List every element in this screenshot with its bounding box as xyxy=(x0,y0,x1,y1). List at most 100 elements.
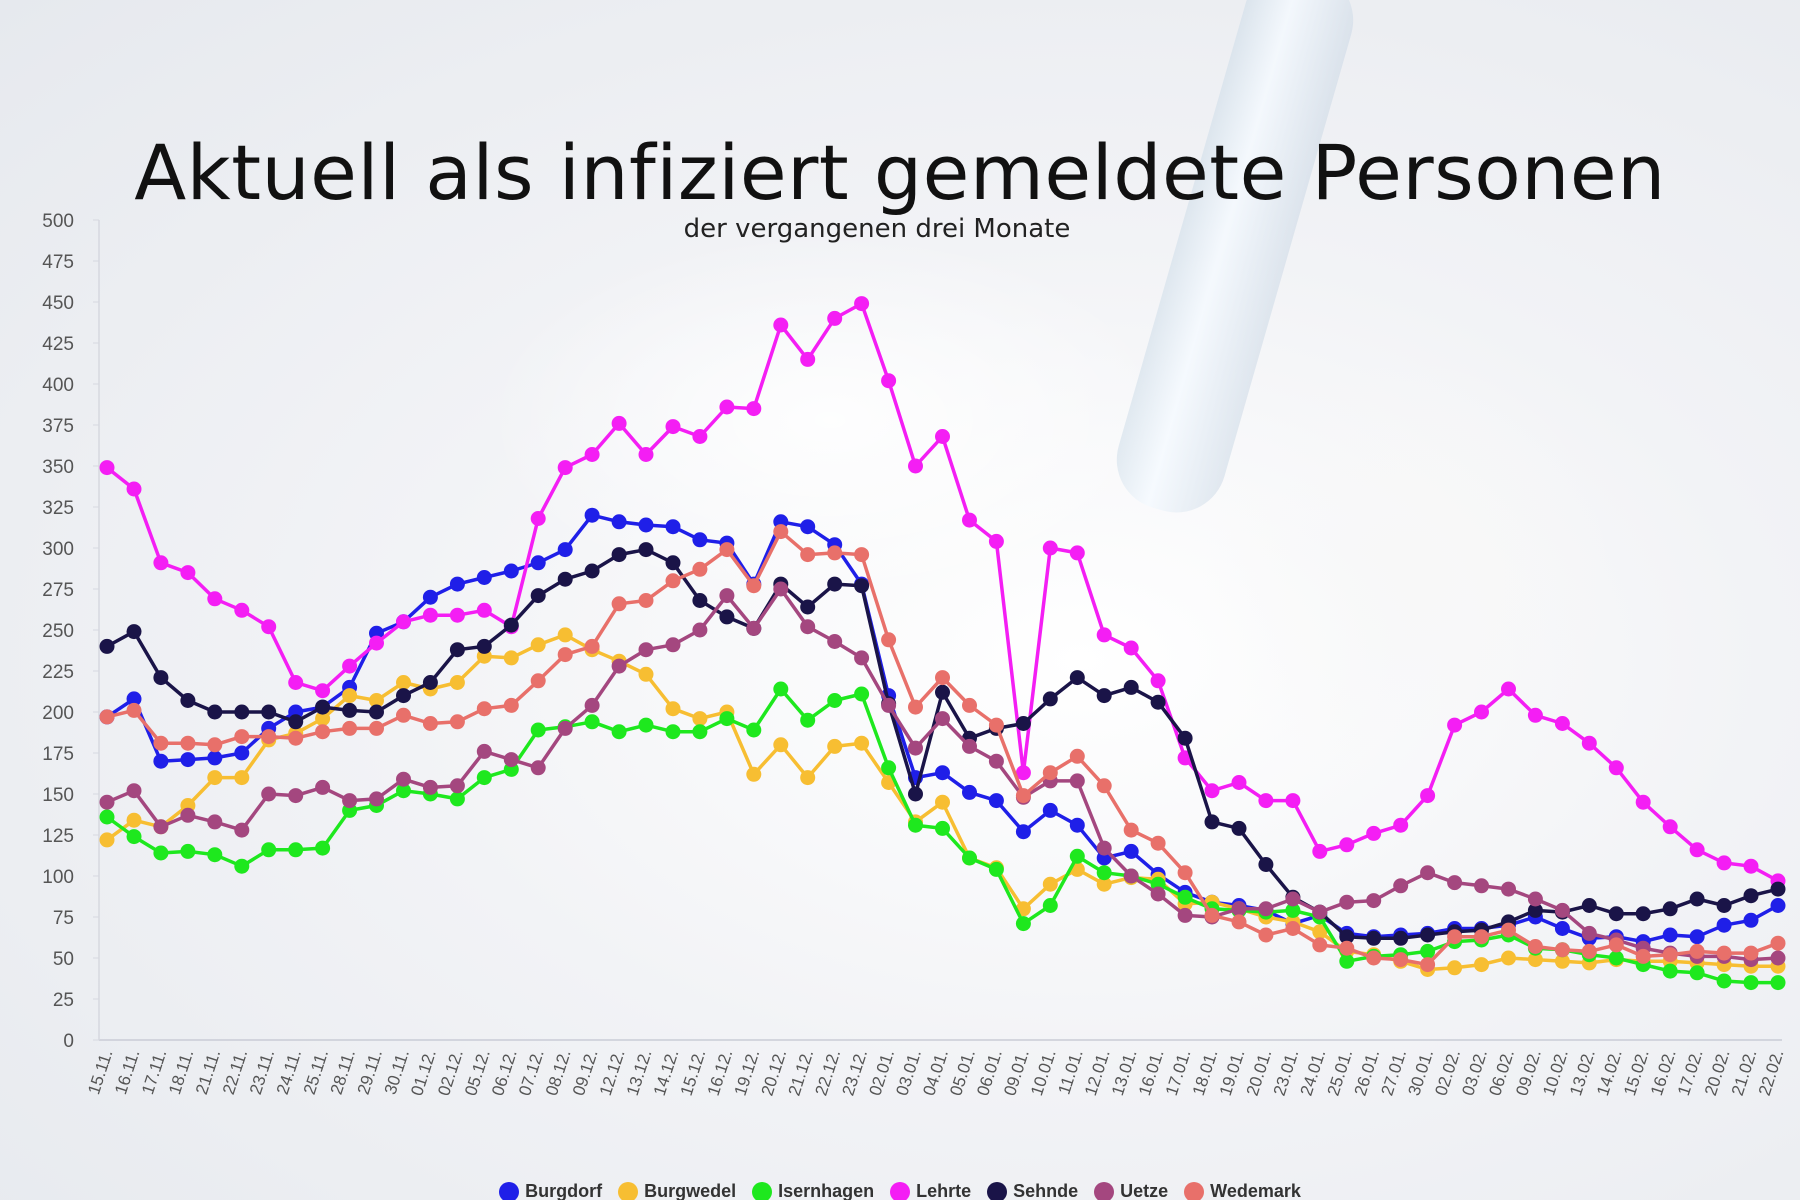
data-point-isernhagen[interactable] xyxy=(881,760,897,776)
data-point-isernhagen[interactable] xyxy=(854,686,870,702)
data-point-sehnde[interactable] xyxy=(1150,694,1166,710)
data-point-wedemark[interactable] xyxy=(1447,929,1463,945)
data-point-lehrte[interactable] xyxy=(1420,788,1436,804)
data-point-sehnde[interactable] xyxy=(935,684,950,700)
data-point-isernhagen[interactable] xyxy=(530,722,546,738)
data-point-sehnde[interactable] xyxy=(1420,927,1436,943)
data-point-isernhagen[interactable] xyxy=(261,842,277,858)
data-point-wedemark[interactable] xyxy=(1743,945,1759,961)
data-point-isernhagen[interactable] xyxy=(1743,975,1759,991)
data-point-lehrte[interactable] xyxy=(1474,704,1489,720)
data-point-burgwedel[interactable] xyxy=(207,770,223,786)
data-point-sehnde[interactable] xyxy=(611,547,627,563)
data-point-lehrte[interactable] xyxy=(773,317,789,333)
data-point-lehrte[interactable] xyxy=(1096,627,1112,643)
data-point-burgdorf[interactable] xyxy=(530,555,546,571)
data-point-burgwedel[interactable] xyxy=(530,637,546,653)
data-point-burgwedel[interactable] xyxy=(99,832,115,848)
data-point-sehnde[interactable] xyxy=(665,555,681,571)
data-point-uetze[interactable] xyxy=(530,760,546,776)
data-point-lehrte[interactable] xyxy=(1716,855,1732,871)
data-point-isernhagen[interactable] xyxy=(584,714,600,730)
data-point-wedemark[interactable] xyxy=(1608,937,1624,953)
data-point-lehrte[interactable] xyxy=(854,296,870,312)
data-point-wedemark[interactable] xyxy=(1474,929,1489,945)
data-point-uetze[interactable] xyxy=(773,581,789,597)
data-point-burgdorf[interactable] xyxy=(1554,921,1570,936)
data-point-uetze[interactable] xyxy=(476,743,492,759)
data-point-isernhagen[interactable] xyxy=(800,712,816,728)
data-point-isernhagen[interactable] xyxy=(315,840,331,856)
data-point-lehrte[interactable] xyxy=(476,602,492,618)
data-point-sehnde[interactable] xyxy=(1716,898,1732,913)
data-point-sehnde[interactable] xyxy=(1069,670,1085,686)
data-point-uetze[interactable] xyxy=(503,752,519,768)
data-point-uetze[interactable] xyxy=(1420,865,1436,881)
data-point-isernhagen[interactable] xyxy=(126,829,142,845)
data-point-lehrte[interactable] xyxy=(180,565,196,581)
data-point-isernhagen[interactable] xyxy=(1096,865,1112,881)
data-point-sehnde[interactable] xyxy=(234,704,250,720)
data-point-lehrte[interactable] xyxy=(1554,716,1570,731)
data-point-wedemark[interactable] xyxy=(99,709,115,725)
data-point-sehnde[interactable] xyxy=(1015,716,1031,731)
data-point-lehrte[interactable] xyxy=(1527,707,1543,723)
data-point-isernhagen[interactable] xyxy=(611,724,627,740)
data-point-burgwedel[interactable] xyxy=(1474,957,1489,973)
data-point-wedemark[interactable] xyxy=(1393,952,1409,968)
data-point-isernhagen[interactable] xyxy=(1069,848,1085,864)
data-point-isernhagen[interactable] xyxy=(207,847,223,863)
data-point-isernhagen[interactable] xyxy=(1420,943,1436,959)
data-point-burgdorf[interactable] xyxy=(962,784,977,800)
data-point-sehnde[interactable] xyxy=(557,571,573,587)
data-point-uetze[interactable] xyxy=(827,634,843,649)
data-point-sehnde[interactable] xyxy=(692,593,708,608)
data-point-wedemark[interactable] xyxy=(1689,943,1705,959)
data-point-wedemark[interactable] xyxy=(692,561,708,577)
data-point-sehnde[interactable] xyxy=(1393,930,1409,946)
data-point-sehnde[interactable] xyxy=(342,702,358,718)
data-point-lehrte[interactable] xyxy=(396,614,411,630)
data-point-burgwedel[interactable] xyxy=(1312,924,1328,940)
data-point-uetze[interactable] xyxy=(1177,907,1193,923)
data-point-wedemark[interactable] xyxy=(962,697,977,713)
data-point-wedemark[interactable] xyxy=(1150,835,1166,851)
data-point-wedemark[interactable] xyxy=(422,716,438,731)
data-point-sehnde[interactable] xyxy=(1770,881,1786,897)
data-point-sehnde[interactable] xyxy=(1743,888,1759,904)
data-point-isernhagen[interactable] xyxy=(396,783,411,799)
data-point-isernhagen[interactable] xyxy=(1662,963,1678,979)
data-point-lehrte[interactable] xyxy=(1689,842,1705,858)
data-point-lehrte[interactable] xyxy=(692,429,708,444)
data-point-lehrte[interactable] xyxy=(1743,858,1759,874)
data-point-wedemark[interactable] xyxy=(881,632,897,648)
data-point-uetze[interactable] xyxy=(126,783,142,799)
data-point-lehrte[interactable] xyxy=(1285,793,1301,809)
data-point-wedemark[interactable] xyxy=(1123,822,1139,838)
data-point-uetze[interactable] xyxy=(1231,901,1247,917)
data-point-isernhagen[interactable] xyxy=(1770,975,1786,991)
data-point-wedemark[interactable] xyxy=(611,596,627,612)
data-point-uetze[interactable] xyxy=(342,793,358,809)
data-point-burgwedel[interactable] xyxy=(369,693,384,708)
legend-item-burgwedel[interactable]: Burgwedel xyxy=(618,1181,736,1200)
data-point-uetze[interactable] xyxy=(584,697,600,713)
data-point-burgwedel[interactable] xyxy=(503,650,519,666)
data-point-wedemark[interactable] xyxy=(1177,865,1193,881)
data-point-uetze[interactable] xyxy=(1447,875,1463,891)
data-point-sehnde[interactable] xyxy=(638,542,654,558)
data-point-sehnde[interactable] xyxy=(503,617,519,633)
data-point-burgwedel[interactable] xyxy=(827,738,843,754)
data-point-uetze[interactable] xyxy=(288,788,304,804)
data-point-wedemark[interactable] xyxy=(234,729,250,745)
data-point-sehnde[interactable] xyxy=(800,599,816,615)
data-point-burgwedel[interactable] xyxy=(746,766,762,782)
data-point-sehnde[interactable] xyxy=(422,675,438,690)
data-point-burgdorf[interactable] xyxy=(422,589,438,605)
data-point-isernhagen[interactable] xyxy=(665,724,681,740)
data-point-lehrte[interactable] xyxy=(665,419,681,435)
data-point-wedemark[interactable] xyxy=(557,647,573,663)
data-point-uetze[interactable] xyxy=(1554,902,1570,918)
data-point-lehrte[interactable] xyxy=(207,591,223,607)
data-point-wedemark[interactable] xyxy=(908,699,923,715)
